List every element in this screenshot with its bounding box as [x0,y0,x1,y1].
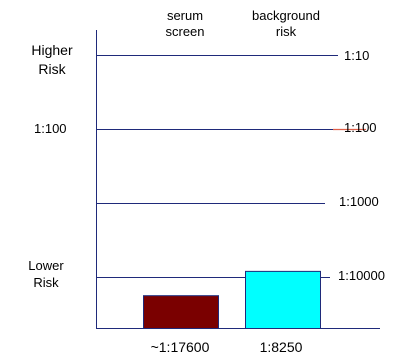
gridline-label-1-10: 1:10 [344,48,370,63]
category-label-serum-screen: serum screen [165,8,205,39]
gridline-label-1-1000: 1:1000 [339,194,379,209]
gridline-label-1-10000: 1:10000 [338,268,385,283]
category-label-background-risk: background risk [252,8,320,39]
value-label-serum-screen: ~1:17600 [150,339,210,355]
bar-serum-screen [143,295,219,329]
value-label-background-risk: 1:8250 [259,339,303,355]
lower-risk-label: Lower Risk [28,258,64,290]
higher-risk-label: Higher Risk [31,42,73,77]
gridline-label-1-100: 1:100 [344,120,377,135]
left-1-100-label: 1:100 [34,121,67,136]
bar-background-risk [245,270,321,329]
